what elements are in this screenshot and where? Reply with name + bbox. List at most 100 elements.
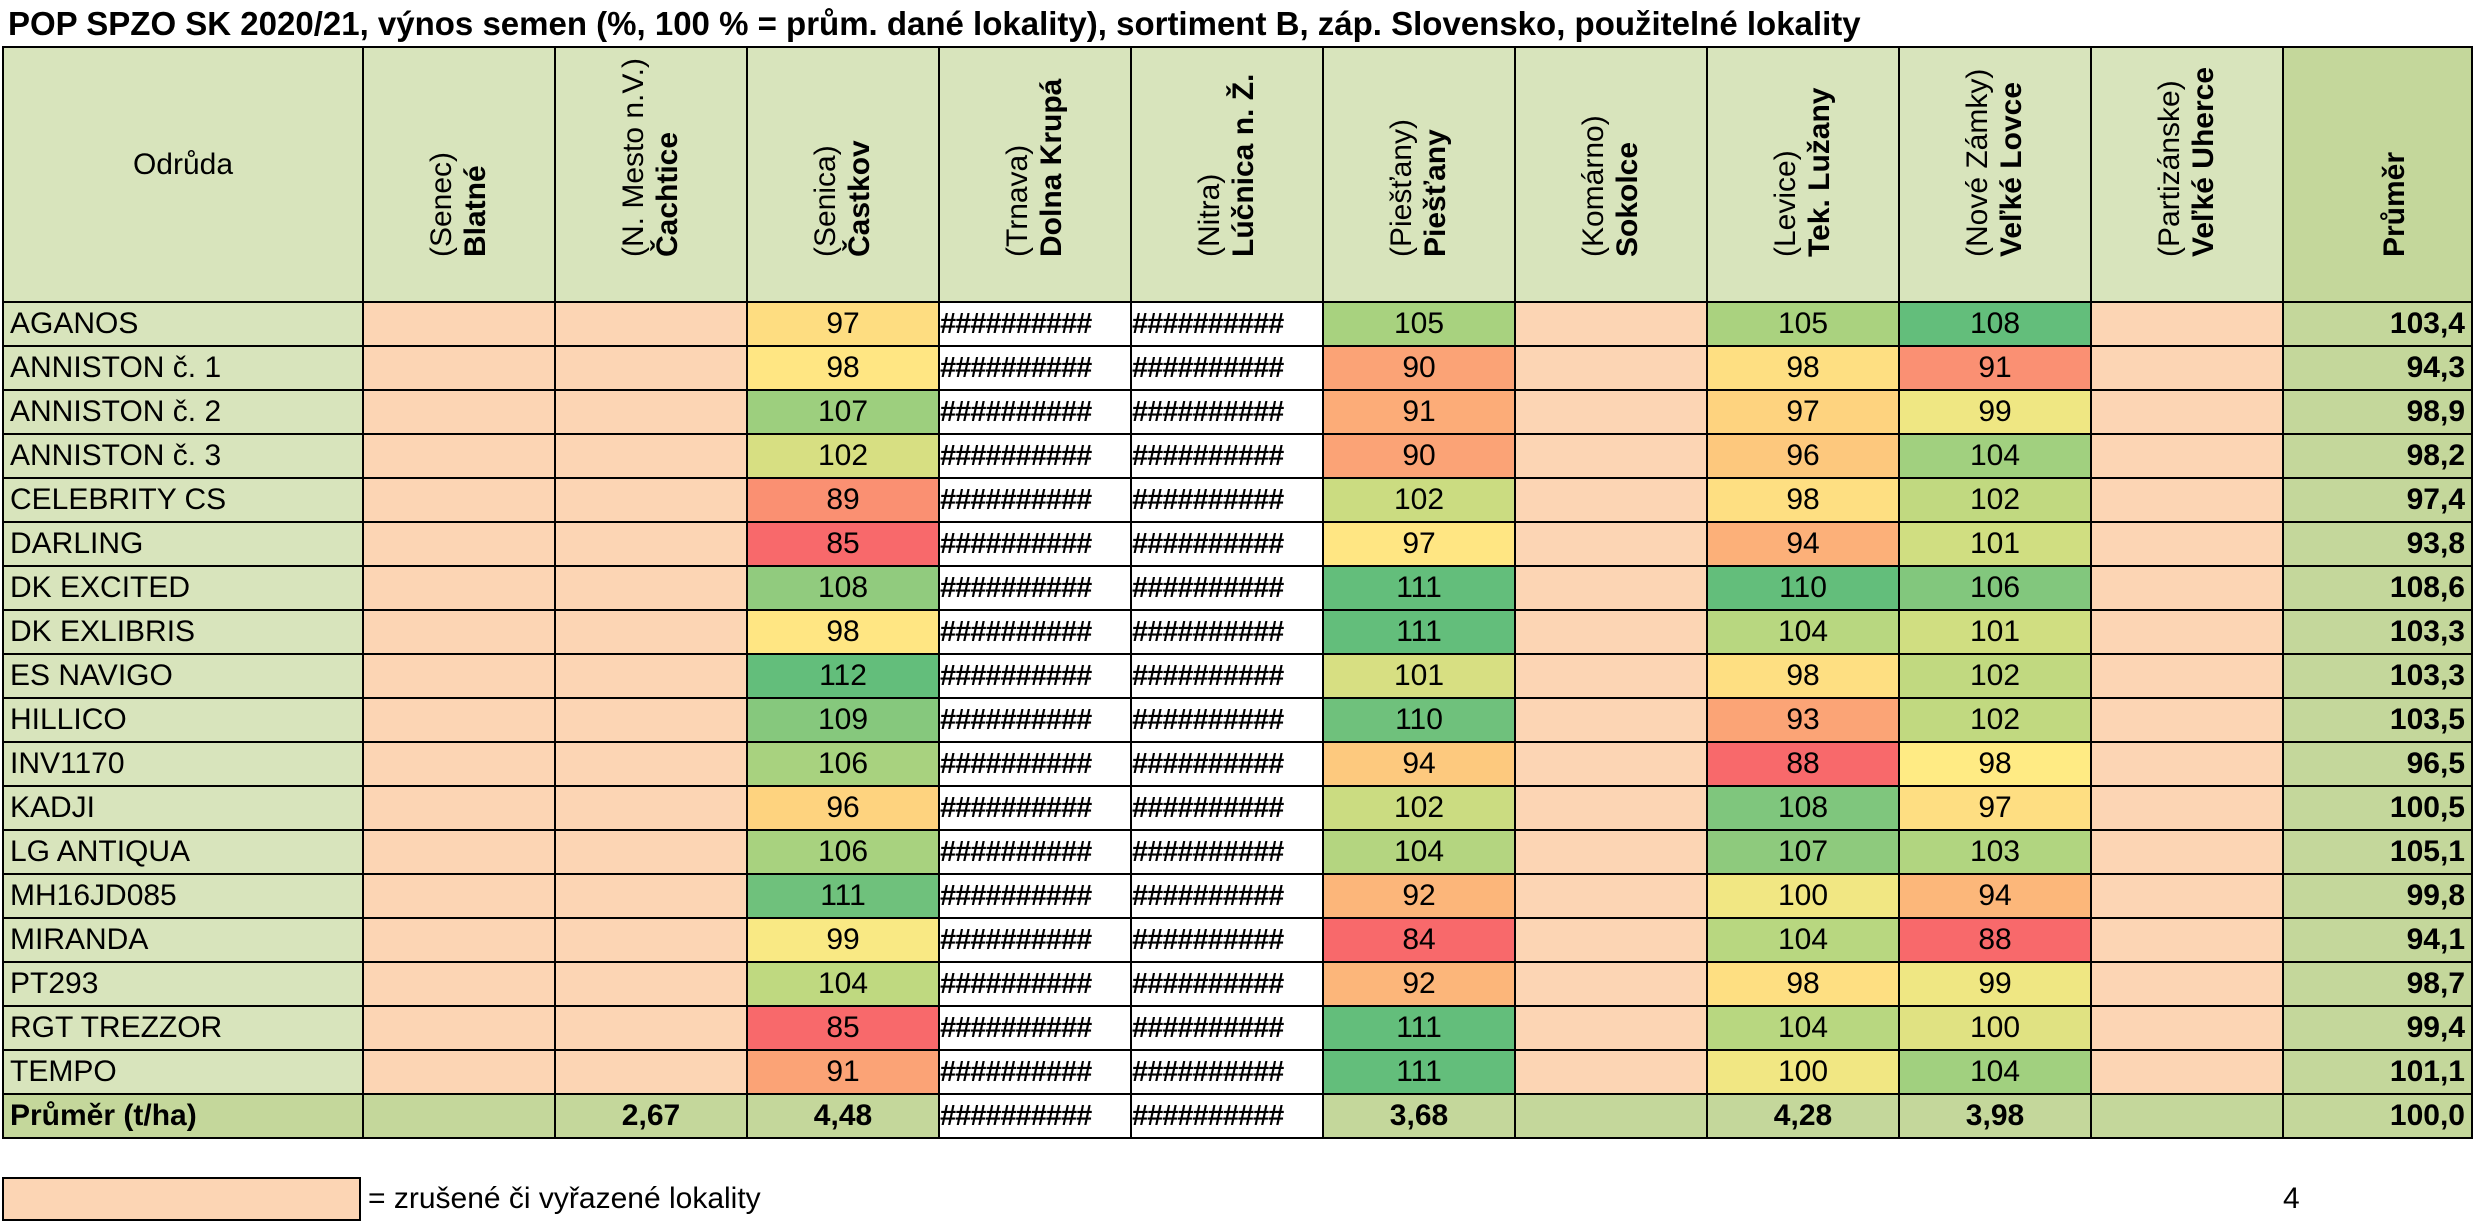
excluded-cell [362,741,556,787]
excluded-cell [1514,345,1708,391]
overflow-cell: ########## [1130,785,1324,831]
overflow-cell: ########## [1130,653,1324,699]
yield-cell: 98 [1706,961,1900,1007]
excluded-cell [362,565,556,611]
row-average: 93,8 [2282,521,2473,567]
excluded-cell [2090,609,2284,655]
excluded-cell [554,785,748,831]
summary-label: Průměr (t/ha) [2,1093,364,1139]
location-header: Dolna Krupá (Trnava) [938,46,1132,303]
yield-cell: 98 [1898,741,2092,787]
variety-name: INV1170 [2,741,364,787]
summary-empty [2090,1093,2284,1139]
page-number: 4 [2283,1182,2300,1215]
yield-cell: 94 [1898,873,2092,919]
average-header: Průměr [2282,46,2473,303]
excluded-cell [2090,917,2284,963]
location-header: Piešťany (Piešťany) [1322,46,1516,303]
excluded-cell [1514,653,1708,699]
yield-cell: 104 [1898,433,2092,479]
yield-cell: 91 [1322,389,1516,435]
excluded-cell [2090,565,2284,611]
overflow-cell: ########## [938,565,1132,611]
overflow-cell: ########## [938,345,1132,391]
overflow-cell: ########## [1130,1049,1324,1095]
yield-cell: 88 [1898,917,2092,963]
excluded-cell [1514,521,1708,567]
row-average: 99,8 [2282,873,2473,919]
variety-name: ANNISTON č. 3 [2,433,364,479]
overflow-cell: ########## [938,741,1132,787]
location-header: Lúčnica n. Ž. (Nitra) [1130,46,1324,303]
excluded-cell [2090,433,2284,479]
yield-cell: 98 [1706,345,1900,391]
excluded-cell [2090,521,2284,567]
excluded-cell [1514,873,1708,919]
excluded-cell [554,389,748,435]
variety-name: CELEBRITY CS [2,477,364,523]
yield-cell: 97 [746,301,940,347]
yield-cell: 99 [746,917,940,963]
yield-cell: 102 [1898,477,2092,523]
excluded-cell [362,477,556,523]
excluded-cell [554,741,748,787]
variety-name: MH16JD085 [2,873,364,919]
variety-name: DARLING [2,521,364,567]
overflow-cell: ########## [1130,389,1324,435]
location-header: Veľké Lovce (Nové Zámky) [1898,46,2092,303]
excluded-cell [362,389,556,435]
yield-cell: 90 [1322,345,1516,391]
yield-cell: 100 [1706,1049,1900,1095]
row-average: 103,3 [2282,609,2473,655]
excluded-cell [554,521,748,567]
yield-cell: 93 [1706,697,1900,743]
excluded-cell [554,653,748,699]
excluded-cell [554,301,748,347]
table-row: HILLICO 109 ########## ########## 110 93 102 10… [2,697,2473,743]
row-average: 103,4 [2282,301,2473,347]
excluded-cell [554,477,748,523]
location-name: Dolna Krupá [1035,78,1068,257]
location-district: (Nové Zámky) [1961,68,1994,257]
excluded-cell [1514,565,1708,611]
location-name: Sokolce [1611,141,1644,257]
location-name: Tek. Lužany [1803,87,1836,257]
location-district: (Nitra) [1193,173,1226,257]
yield-cell: 104 [1706,1005,1900,1051]
excluded-cell [1514,609,1708,655]
legend-swatch [2,1177,361,1221]
yield-cell: 111 [1322,1005,1516,1051]
summary-row: Průměr (t/ha) 2,67 4,48 ########## #########… [2,1093,2473,1139]
location-district: (Piešťany) [1385,119,1418,257]
summary-empty [362,1093,556,1139]
yield-cell: 98 [746,609,940,655]
yield-cell: 102 [1322,785,1516,831]
excluded-cell [1514,785,1708,831]
overflow-cell: ########## [938,1005,1132,1051]
overflow-cell: ########## [1130,1093,1324,1139]
excluded-cell [2090,653,2284,699]
yield-cell: 108 [746,565,940,611]
overflow-cell: ########## [938,873,1132,919]
overflow-cell: ########## [938,389,1132,435]
excluded-cell [554,961,748,1007]
yield-cell: 112 [746,653,940,699]
overflow-cell: ########## [938,785,1132,831]
yield-cell: 96 [746,785,940,831]
yield-cell: 106 [746,741,940,787]
excluded-cell [362,1005,556,1051]
excluded-cell [1514,741,1708,787]
excluded-cell [362,917,556,963]
summary-average: 100,0 [2282,1093,2473,1139]
excluded-cell [554,1049,748,1095]
excluded-cell [1514,917,1708,963]
summary-value: 2,67 [554,1093,748,1139]
excluded-cell [362,653,556,699]
yield-cell: 104 [1706,609,1900,655]
yield-cell: 111 [1322,609,1516,655]
excluded-cell [1514,1005,1708,1051]
excluded-cell [362,829,556,875]
overflow-cell: ########## [1130,301,1324,347]
average-header-label: Průměr [2377,151,2411,257]
yield-cell: 104 [1898,1049,2092,1095]
